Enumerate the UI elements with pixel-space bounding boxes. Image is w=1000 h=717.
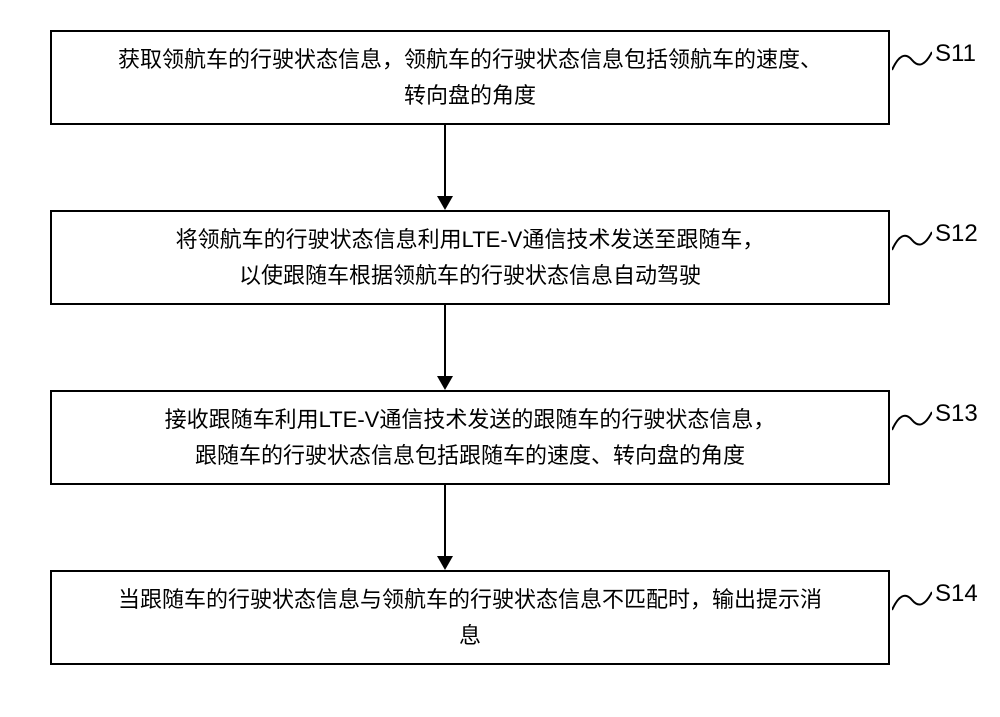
step-text-s11: 获取领航车的行驶状态信息，领航车的行驶状态信息包括领航车的速度、转向盘的角度 [118, 42, 822, 112]
step-box-s13: 接收跟随车利用LTE-V通信技术发送的跟随车的行驶状态信息，跟随车的行驶状态信息… [50, 390, 890, 485]
arrow-3 [0, 485, 890, 570]
step-box-s12: 将领航车的行驶状态信息利用LTE-V通信技术发送至跟随车，以使跟随车根据领航车的… [50, 210, 890, 305]
step-box-s14: 当跟随车的行驶状态信息与领航车的行驶状态信息不匹配时，输出提示消息 [50, 570, 890, 665]
step-text-s14: 当跟随车的行驶状态信息与领航车的行驶状态信息不匹配时，输出提示消息 [118, 582, 822, 652]
step-curve-s14 [892, 588, 932, 618]
step-label-s14: S14 [935, 580, 978, 608]
step-curve-s13 [892, 408, 932, 438]
step-label-s13: S13 [935, 400, 978, 428]
step-text-s12: 将领航车的行驶状态信息利用LTE-V通信技术发送至跟随车，以使跟随车根据领航车的… [176, 222, 765, 292]
step-label-s11: S11 [935, 40, 976, 68]
arrow-1 [0, 125, 890, 210]
step-label-s12: S12 [935, 220, 978, 248]
step-curve-s12 [892, 228, 932, 258]
step-text-s13: 接收跟随车利用LTE-V通信技术发送的跟随车的行驶状态信息，跟随车的行驶状态信息… [165, 402, 776, 472]
arrow-2 [0, 305, 890, 390]
step-box-s11: 获取领航车的行驶状态信息，领航车的行驶状态信息包括领航车的速度、转向盘的角度 [50, 30, 890, 125]
flowchart-canvas: 获取领航车的行驶状态信息，领航车的行驶状态信息包括领航车的速度、转向盘的角度 S… [0, 0, 1000, 717]
step-curve-s11 [892, 48, 932, 78]
